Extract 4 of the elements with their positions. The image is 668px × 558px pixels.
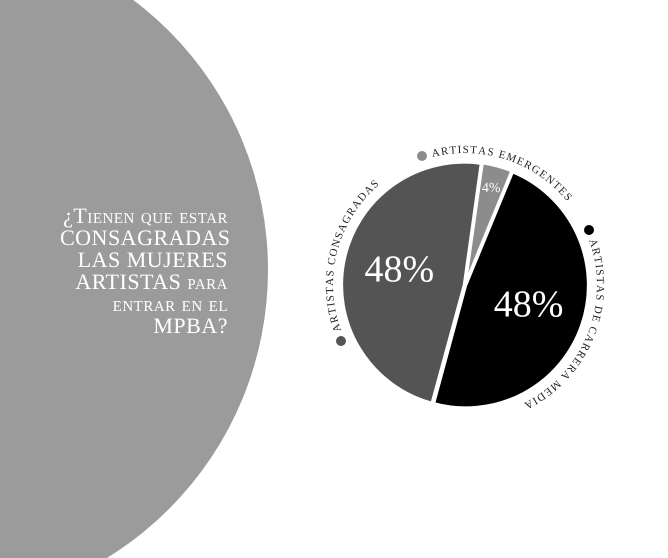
data-label: 48% — [364, 248, 434, 290]
data-label: 48% — [494, 284, 564, 326]
data-label: 4% — [482, 181, 501, 196]
text: ¿Tienen que estar CONSAGRADAS LAS MUJERES ARTISTAS para entrar en el MPBA? — [60, 203, 231, 338]
